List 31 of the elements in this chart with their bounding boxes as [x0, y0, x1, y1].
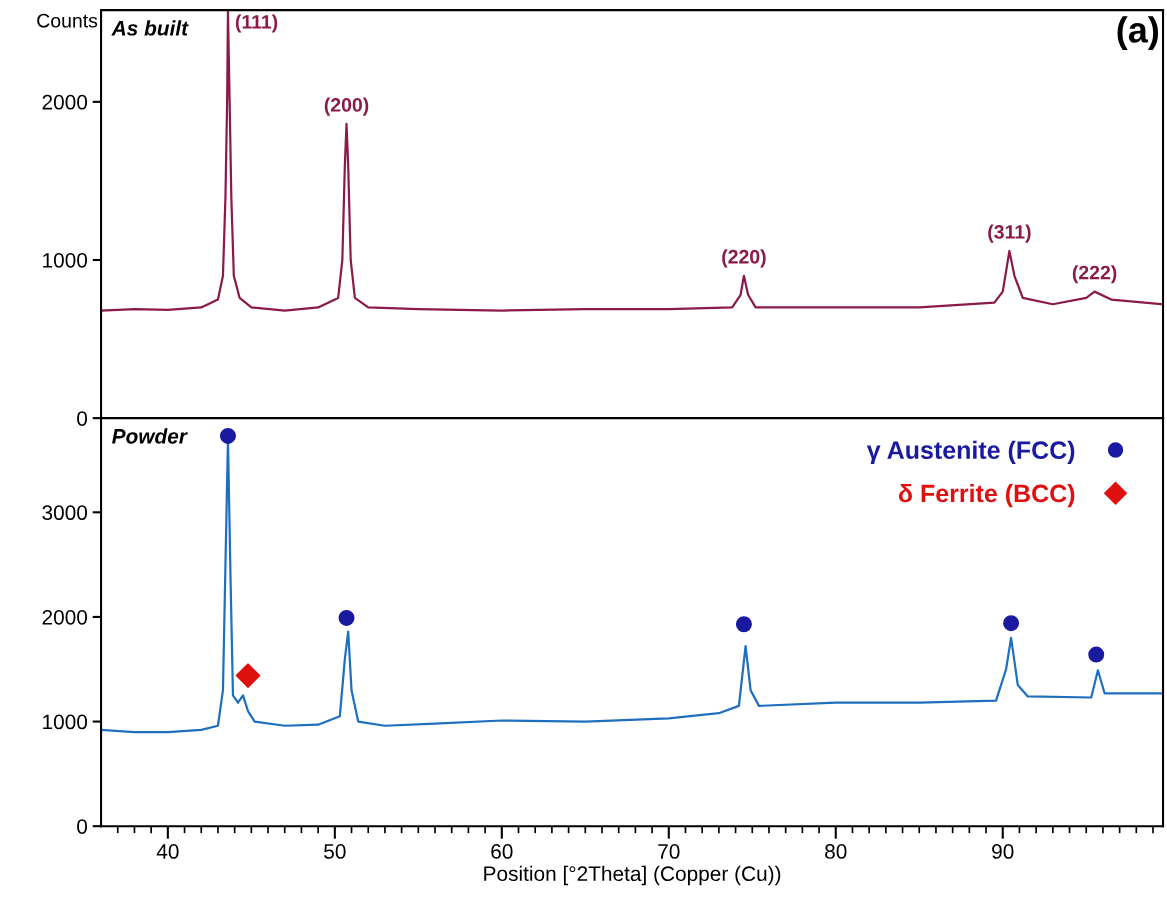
x-tick-label: 70 [658, 844, 680, 859]
x-tick-label: 40 [156, 844, 179, 859]
point [735, 616, 752, 633]
legend-label: γ Austenite (FCC) [866, 440, 1075, 464]
x-axis-title: Position [°2Theta] (Copper (Cu)) [484, 865, 781, 886]
x-tick-label: 50 [324, 844, 346, 859]
y-tick-label: 1000 [43, 252, 88, 268]
legend-label: δ Ferrite (BCC) [898, 483, 1075, 508]
annotation: (222) [1072, 265, 1117, 284]
annotation: (220) [722, 249, 766, 268]
y-tick-label: 0 [77, 819, 88, 834]
annotation: (111) [235, 14, 278, 33]
point [1003, 615, 1020, 632]
x-tick-label: 80 [825, 844, 847, 859]
annotation: Powder [112, 428, 188, 444]
annotation: As built [111, 20, 189, 36]
x-tick-label: 90 [992, 844, 1014, 859]
y-tick-label: 2000 [42, 609, 88, 625]
point [1088, 646, 1105, 663]
annotation: (200) [324, 97, 369, 116]
point [235, 663, 261, 688]
y-tick-label: 2000 [42, 94, 88, 110]
point [219, 427, 236, 444]
point [338, 609, 355, 626]
y-tick-label: 0 [77, 411, 88, 426]
y-tick-label: 3000 [42, 505, 88, 521]
y-tick-label: 1000 [43, 714, 88, 730]
annotation: (a) [1117, 16, 1159, 50]
annotation: (311) [988, 224, 1031, 243]
y-axis-title: Counts [37, 13, 98, 28]
x-tick-label: 60 [491, 844, 513, 859]
